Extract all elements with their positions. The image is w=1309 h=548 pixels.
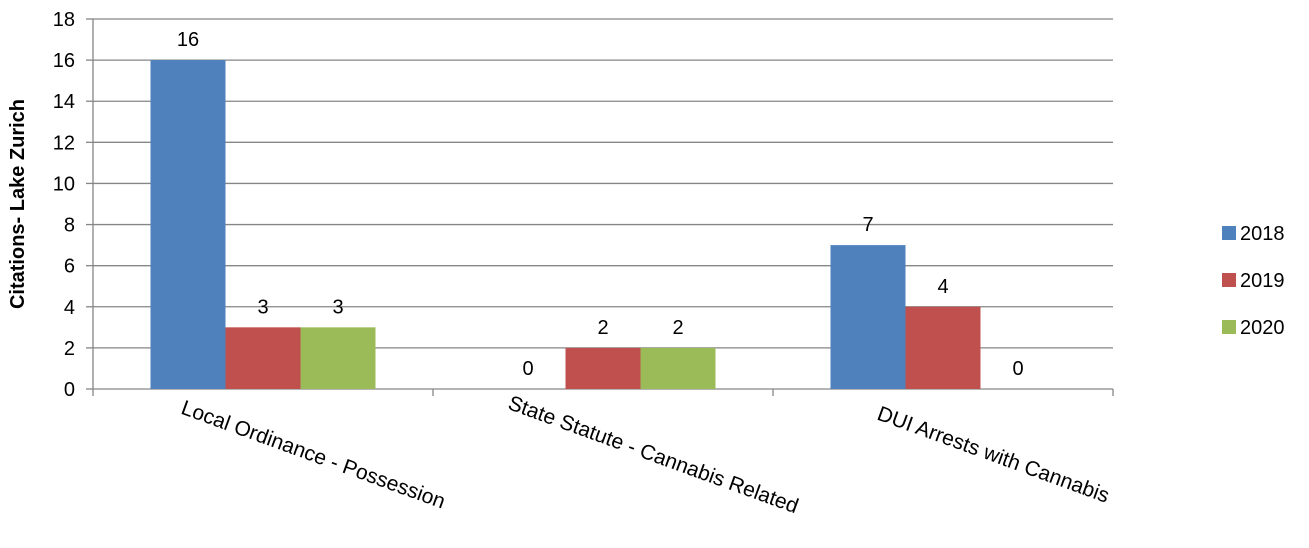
data-label: 3 [332, 296, 343, 318]
legend: 2018 2019 2020 [1222, 223, 1285, 339]
y-tick-label: 18 [53, 9, 75, 31]
y-tick-label: 8 [64, 215, 75, 237]
data-labels: 16 3 3 0 2 2 7 4 0 [177, 29, 1024, 380]
bars [150, 60, 981, 389]
data-label: 4 [937, 276, 948, 298]
data-label: 2 [672, 317, 683, 339]
category-label: Local Ordinance - Possession [178, 396, 448, 513]
gridlines [93, 18, 1113, 349]
legend-label: 2020 [1240, 317, 1285, 339]
bar-2019-0 [225, 327, 301, 389]
category-label: DUI Arrests with Cannabis [874, 402, 1112, 507]
y-tick-label: 6 [64, 256, 75, 278]
legend-label: 2019 [1240, 270, 1285, 292]
category-label: State Statute - Cannabis Related [505, 392, 801, 519]
legend-label: 2018 [1240, 223, 1285, 245]
bar-2018-2 [830, 245, 906, 389]
y-tick-label: 0 [64, 379, 75, 401]
data-label: 7 [862, 214, 873, 236]
data-label: 0 [522, 358, 533, 380]
legend-swatch-2020 [1222, 320, 1236, 334]
data-label: 3 [257, 296, 268, 318]
y-tick-label: 4 [64, 297, 75, 319]
y-tick-label: 2 [64, 338, 75, 360]
category-labels: Local Ordinance - Possession State Statut… [178, 392, 1112, 519]
legend-swatch-2019 [1222, 273, 1236, 287]
data-label: 16 [177, 29, 199, 51]
bar-2019-1 [565, 347, 641, 389]
bar-2019-2 [905, 306, 981, 389]
bar-2020-0 [300, 327, 376, 389]
bar-2018-0 [150, 60, 226, 389]
y-tick-label: 10 [53, 173, 75, 195]
data-label: 2 [597, 317, 608, 339]
data-label: 0 [1012, 358, 1023, 380]
bar-2020-1 [640, 347, 716, 389]
y-tick-labels: 0 2 4 6 8 10 12 14 16 18 [53, 9, 75, 401]
y-tick-label: 12 [53, 132, 75, 154]
y-tick-label: 14 [53, 91, 75, 113]
y-axis-title: Citations- Lake Zurich [7, 99, 29, 309]
legend-swatch-2018 [1222, 226, 1236, 240]
y-tick-label: 16 [53, 50, 75, 72]
